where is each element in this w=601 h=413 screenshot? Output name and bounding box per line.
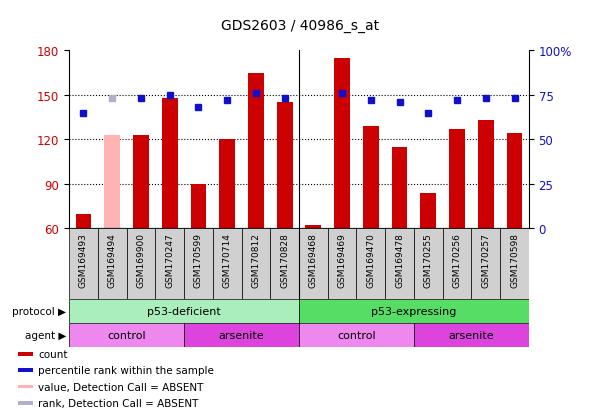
Text: control: control — [337, 330, 376, 340]
Text: GSM170256: GSM170256 — [453, 232, 462, 287]
Text: p53-expressing: p53-expressing — [371, 306, 457, 316]
Bar — [500, 229, 529, 299]
Text: GSM170257: GSM170257 — [481, 232, 490, 287]
Text: GSM170598: GSM170598 — [510, 232, 519, 287]
Bar — [478, 121, 493, 229]
Text: GSM169470: GSM169470 — [367, 232, 376, 287]
Bar — [184, 323, 299, 347]
Bar — [18, 368, 32, 373]
Bar — [471, 229, 500, 299]
Text: GSM170255: GSM170255 — [424, 232, 433, 287]
Bar — [69, 299, 299, 323]
Bar — [98, 229, 127, 299]
Bar — [69, 323, 184, 347]
Text: GSM169900: GSM169900 — [136, 232, 145, 287]
Text: GSM170812: GSM170812 — [251, 232, 260, 287]
Text: GSM169494: GSM169494 — [108, 232, 117, 287]
Text: GDS2603 / 40986_s_at: GDS2603 / 40986_s_at — [221, 19, 380, 33]
Bar — [219, 140, 235, 229]
Bar — [356, 229, 385, 299]
Bar — [242, 229, 270, 299]
Bar — [414, 229, 443, 299]
Bar — [18, 401, 32, 405]
Bar — [18, 385, 32, 388]
Text: protocol ▶: protocol ▶ — [12, 306, 66, 316]
Text: rank, Detection Call = ABSENT: rank, Detection Call = ABSENT — [38, 398, 199, 408]
Bar — [414, 323, 529, 347]
Text: GSM169478: GSM169478 — [395, 232, 404, 287]
Bar — [392, 147, 407, 229]
Bar — [276, 103, 293, 229]
Bar — [162, 99, 177, 229]
Text: GSM170247: GSM170247 — [165, 232, 174, 287]
Bar — [299, 323, 414, 347]
Text: GSM170714: GSM170714 — [222, 232, 231, 287]
Text: p53-deficient: p53-deficient — [147, 306, 221, 316]
Bar — [69, 229, 98, 299]
Bar — [184, 229, 213, 299]
Text: control: control — [107, 330, 146, 340]
Bar — [449, 130, 465, 229]
Text: GSM170828: GSM170828 — [280, 232, 289, 287]
Bar — [421, 193, 436, 229]
Bar — [270, 229, 299, 299]
Bar — [334, 59, 350, 229]
Bar — [363, 127, 379, 229]
Bar — [299, 299, 529, 323]
Text: GSM170599: GSM170599 — [194, 232, 203, 287]
Text: arsenite: arsenite — [448, 330, 494, 340]
Bar — [105, 135, 120, 229]
Bar — [299, 229, 328, 299]
Bar — [248, 74, 264, 229]
Bar — [328, 229, 356, 299]
Text: count: count — [38, 349, 68, 359]
Text: arsenite: arsenite — [219, 330, 264, 340]
Bar — [385, 229, 414, 299]
Text: GSM169493: GSM169493 — [79, 232, 88, 287]
Bar — [127, 229, 155, 299]
Bar — [76, 214, 91, 229]
Bar — [155, 229, 184, 299]
Text: GSM169468: GSM169468 — [309, 232, 318, 287]
Text: value, Detection Call = ABSENT: value, Detection Call = ABSENT — [38, 382, 204, 392]
Bar — [18, 352, 32, 356]
Bar — [213, 229, 242, 299]
Text: GSM169469: GSM169469 — [338, 232, 347, 287]
Bar — [443, 229, 471, 299]
Bar — [305, 226, 322, 229]
Text: percentile rank within the sample: percentile rank within the sample — [38, 366, 215, 375]
Bar — [507, 134, 522, 229]
Bar — [191, 184, 206, 229]
Bar — [133, 135, 149, 229]
Text: agent ▶: agent ▶ — [25, 330, 66, 340]
